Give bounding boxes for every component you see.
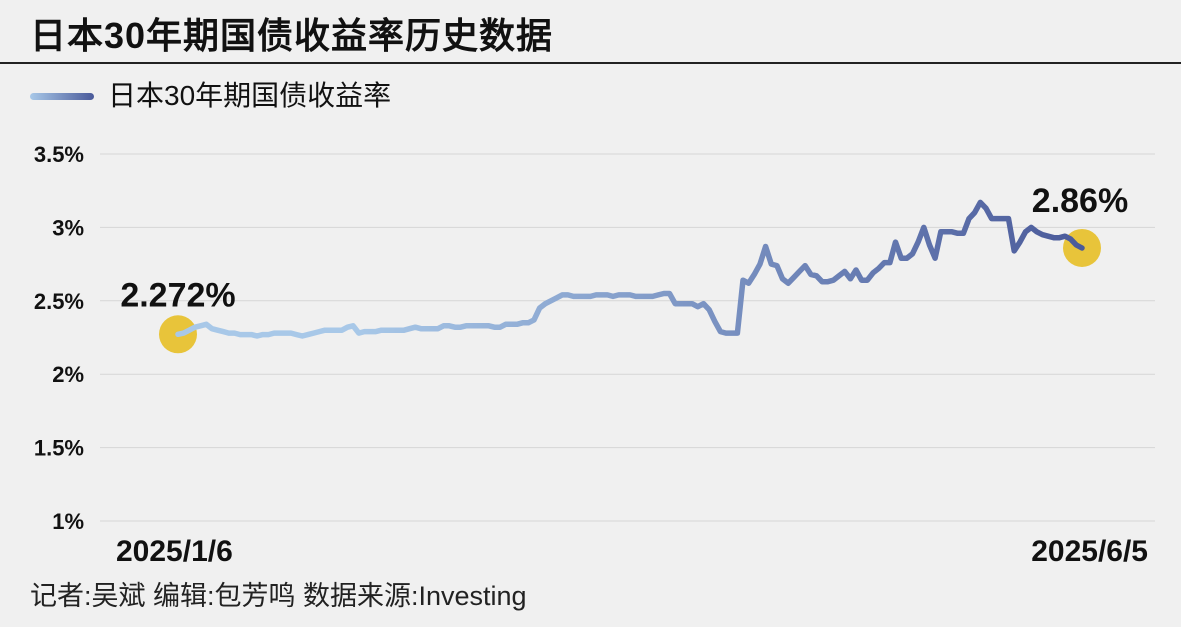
y-tick-label: 1.5% — [34, 436, 84, 461]
x-tick-label-start: 2025/1/6 — [116, 535, 233, 568]
x-axis-tick-labels: 2025/1/6 2025/6/5 — [116, 535, 1148, 568]
y-axis-tick-labels: 1% 1.5% 2% 2.5% 3% 3.5% — [34, 142, 84, 534]
x-tick-label-end: 2025/6/5 — [1031, 535, 1148, 568]
series-layer — [159, 199, 1101, 354]
data-labels: 2.272% 2.86% — [120, 182, 1128, 314]
data-label-start: 2.272% — [120, 276, 235, 314]
y-tick-label: 1% — [52, 509, 84, 534]
page-title: 日本30年期国债收益率历史数据 — [30, 15, 554, 56]
legend-swatch — [30, 92, 94, 100]
gridlines — [100, 153, 1155, 522]
y-tick-label: 3.5% — [34, 142, 84, 167]
y-tick-label: 2% — [52, 362, 84, 387]
source-credit: 记者:吴斌 编辑:包芳鸣 数据来源:Investing — [30, 581, 527, 611]
series-line — [175, 199, 1085, 339]
chart-legend: 日本30年期国债收益率 — [30, 78, 391, 114]
y-tick-label: 2.5% — [34, 289, 84, 314]
y-tick-label: 3% — [52, 215, 84, 240]
title-divider — [0, 62, 1181, 64]
legend-label: 日本30年期国债收益率 — [108, 80, 392, 111]
data-label-end: 2.86% — [1032, 182, 1128, 220]
